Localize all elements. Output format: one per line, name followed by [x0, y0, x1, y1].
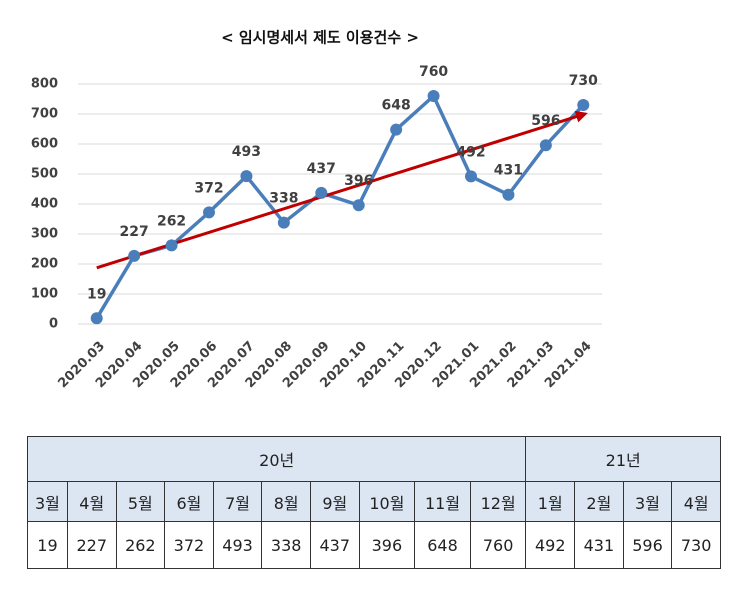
point — [90, 312, 103, 325]
y-tick-label: 300 — [31, 227, 58, 242]
point — [352, 199, 365, 212]
value-cell: 227 — [66, 521, 117, 569]
value-cell: 431 — [574, 521, 624, 569]
value-cell: 493 — [212, 521, 263, 569]
point — [128, 249, 141, 262]
data-label: 262 — [157, 213, 186, 229]
point — [315, 186, 328, 199]
data-label: 227 — [120, 224, 149, 240]
value-cell: 19 — [27, 521, 68, 569]
y-tick-label: 600 — [31, 137, 58, 152]
point — [277, 216, 290, 229]
data-label: 596 — [531, 113, 560, 129]
y-tick-label: 400 — [31, 197, 58, 212]
month-cell: 7월 — [212, 481, 263, 522]
month-cell: 6월 — [164, 481, 214, 522]
data-label: 437 — [307, 161, 336, 177]
y-tick-label: 200 — [31, 257, 58, 272]
group-cell: 21년 — [525, 436, 721, 482]
point — [502, 188, 515, 201]
data-table: 20년 21년 3월 4월 5월 6월 7월 8월 9월 10월 11월 12월 1월 2월 3월 4월 19 2… — [26, 436, 721, 569]
month-cell: 10월 — [358, 481, 416, 522]
point — [390, 123, 403, 136]
month-cell: 12월 — [469, 481, 527, 522]
group-row: 20년 21년 — [26, 436, 721, 482]
value-cell: 437 — [309, 521, 360, 569]
group-cell: 20년 — [26, 436, 527, 482]
month-cell: 8월 — [261, 481, 311, 522]
data-label: 372 — [194, 180, 223, 196]
point — [465, 170, 477, 183]
y-tick-label: 500 — [31, 167, 58, 182]
value-cell: 648 — [414, 521, 471, 569]
data-label: 493 — [232, 144, 261, 160]
y-tick-label: 700 — [31, 107, 58, 122]
data-label: 19 — [87, 286, 106, 302]
month-cell: 3월 — [27, 481, 68, 522]
chart: < 임시명세서 제도 이용건수 > 0 100 200 300 400 500 600 700… — [31, 29, 602, 391]
value-cell: 262 — [115, 521, 166, 569]
value-cell: 492 — [525, 521, 576, 569]
data-label: 396 — [344, 173, 373, 189]
point — [577, 99, 590, 111]
point — [427, 90, 440, 102]
trend-arrow — [96, 110, 588, 270]
month-cell: 1월 — [525, 481, 576, 522]
data-label: 431 — [494, 163, 523, 179]
series-line — [95, 93, 585, 320]
point — [240, 170, 253, 183]
value-row: 19 227 262 372 493 338 437 396 648 760 492 431 596 73… — [27, 521, 721, 569]
point — [539, 139, 552, 152]
y-tick-label: 0 — [49, 317, 58, 332]
data-label: 648 — [382, 98, 411, 114]
value-cell: 596 — [622, 521, 673, 569]
data-label: 730 — [569, 73, 598, 89]
month-cell: 4월 — [671, 481, 721, 522]
month-cell: 2월 — [574, 481, 624, 522]
data-label: 492 — [456, 144, 485, 160]
y-tick-label: 100 — [31, 287, 58, 302]
month-cell: 5월 — [115, 481, 166, 522]
month-cell: 3월 — [622, 481, 673, 522]
value-cell: 372 — [164, 521, 214, 569]
month-cell: 9월 — [309, 481, 360, 522]
value-cell: 396 — [358, 521, 416, 569]
month-cell: 11월 — [414, 481, 471, 522]
month-cell: 4월 — [66, 481, 117, 522]
value-cell: 760 — [469, 521, 527, 569]
value-cell: 338 — [261, 521, 311, 569]
chart-title: < 임시명세서 제도 이용건수 > — [221, 29, 419, 47]
value-cell: 730 — [671, 521, 721, 569]
month-row: 3월 4월 5월 6월 7월 8월 9월 10월 11월 12월 1월 2월 3월 4월 — [27, 481, 721, 522]
data-label: 760 — [419, 64, 448, 80]
y-tick-label: 800 — [31, 77, 58, 92]
point — [165, 239, 178, 252]
point — [203, 206, 215, 219]
data-label: 338 — [269, 191, 298, 207]
